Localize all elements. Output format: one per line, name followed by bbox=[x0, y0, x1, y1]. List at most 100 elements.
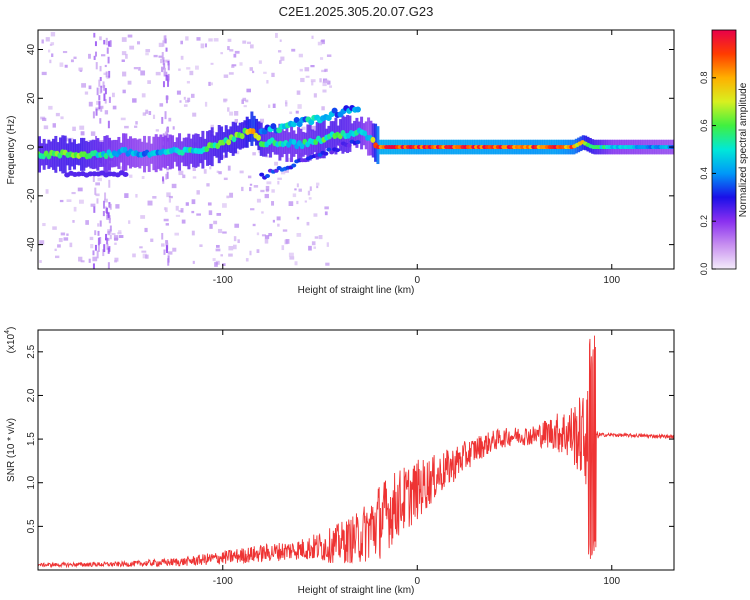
spectrogram-noise-cell bbox=[78, 256, 83, 262]
spectrogram-streak-cell bbox=[109, 203, 112, 210]
spectrogram-noise-cell bbox=[268, 232, 273, 237]
spectrogram-noise-cell bbox=[152, 196, 157, 199]
spectrogram-noise-cell bbox=[271, 72, 275, 78]
spectrogram-noise-cell bbox=[284, 100, 288, 104]
spectrogram-noise-cell bbox=[180, 208, 184, 213]
spectrogram-x-ticks: -100 0 100 bbox=[213, 30, 621, 286]
y-tick-label: 40 bbox=[26, 44, 37, 56]
spectrogram-noise-cell bbox=[298, 188, 302, 192]
spectrogram-noise-cell bbox=[247, 41, 251, 45]
spectrogram-noise-cell bbox=[80, 131, 85, 136]
spectrogram-streak-cell bbox=[104, 192, 107, 200]
spectrogram-noise-cell bbox=[45, 189, 49, 194]
spectrogram-noise-cell bbox=[292, 193, 297, 198]
spectrogram-noise-cell bbox=[47, 49, 51, 53]
colorbar-tick-label: 0.0 bbox=[699, 263, 709, 276]
spectrogram-noise-cell bbox=[260, 189, 265, 193]
spectrogram-streak-cell bbox=[161, 176, 164, 182]
spectrogram-ridge-cell bbox=[362, 130, 368, 137]
spectrogram-noise-cell bbox=[168, 195, 173, 199]
spectrogram-noise-cell bbox=[125, 53, 128, 59]
spectrogram-noise-cell bbox=[66, 199, 72, 203]
spectrogram-noise-cell bbox=[145, 109, 149, 114]
spectrogram-noise-cell bbox=[165, 207, 168, 213]
spectrogram-noise-cell bbox=[72, 126, 76, 131]
spectrogram-noise-cell bbox=[207, 202, 212, 206]
spectrogram-noise-cell bbox=[118, 230, 122, 234]
spectrogram-streak-cell bbox=[162, 59, 165, 66]
spectrogram-noise-cell bbox=[49, 59, 52, 64]
spectrogram-streak-cell bbox=[94, 187, 97, 195]
spectrogram-noise-cell bbox=[88, 85, 92, 90]
spectrogram-noise-cell bbox=[155, 71, 161, 76]
spectrogram-noise-cell bbox=[128, 220, 131, 224]
spectrogram-noise-cell bbox=[301, 126, 306, 130]
spectrogram-noise-cell bbox=[187, 97, 191, 102]
spectrogram-streak-cell bbox=[107, 262, 110, 269]
spectrogram-noise-cell bbox=[50, 32, 56, 37]
spectrogram-noise-cell bbox=[114, 257, 119, 262]
spectrogram-noise-cell bbox=[103, 72, 107, 75]
spectrogram-noise-cell bbox=[141, 176, 145, 179]
spectrogram-ridge-cell bbox=[299, 143, 305, 150]
colorbar-gradient bbox=[711, 29, 737, 270]
snr-marks bbox=[38, 335, 674, 569]
spectrogram-noise-cell bbox=[95, 107, 101, 111]
spectrogram-streak-cell bbox=[99, 237, 102, 244]
spectrogram-y-ticks: -40 -20 0 20 40 bbox=[26, 44, 674, 252]
spectrogram-noise-cell bbox=[275, 32, 278, 38]
spectrogram-noise-cell bbox=[317, 41, 323, 46]
spectrogram-noise-cell bbox=[73, 206, 77, 212]
spectrogram-streak-cell bbox=[97, 237, 100, 246]
spectrogram-noise-cell bbox=[272, 219, 275, 223]
spectrogram-noise-cell bbox=[222, 263, 226, 266]
spectrogram-noise-cell bbox=[163, 218, 169, 222]
colorbar-label: Normalized spectral amplitude bbox=[738, 82, 749, 217]
spectrogram-noise-cell bbox=[309, 186, 312, 191]
spectrogram-noise-cell bbox=[147, 80, 151, 84]
spectrogram-noise-cell bbox=[249, 250, 252, 256]
spectrogram-noise-cell bbox=[145, 254, 149, 259]
spectrogram-streak-cell bbox=[165, 173, 168, 180]
spectrogram-noise-cell bbox=[145, 52, 149, 56]
y-tick-label: 0.5 bbox=[26, 519, 37, 533]
spectrogram-streak-cell bbox=[92, 174, 95, 182]
spectrogram-noise-cell bbox=[220, 254, 223, 257]
spectrogram-noise-cell bbox=[304, 200, 307, 203]
y-tick-label: 0 bbox=[26, 144, 37, 150]
spectrogram-noise-cell bbox=[184, 99, 190, 103]
spectrogram-noise-cell bbox=[165, 223, 169, 226]
spectrogram-noise-cell bbox=[247, 175, 252, 179]
spectrogram-noise-cell bbox=[180, 55, 184, 60]
spectrogram-branch-blob bbox=[331, 107, 338, 114]
spectrogram-noise-cell bbox=[324, 211, 328, 216]
spectrogram-frame bbox=[37, 29, 675, 270]
spectrogram-streak-cell bbox=[163, 67, 166, 75]
spectrogram-noise-cell bbox=[81, 83, 87, 88]
spectrogram-noise-cell bbox=[320, 40, 325, 43]
colorbar: 0.0 0.2 0.4 0.6 0.8 Normalized spectral ampl… bbox=[699, 29, 749, 276]
spectrogram-streak-cell bbox=[97, 230, 100, 236]
spectrogram-noise-cell bbox=[79, 125, 85, 130]
spectrogram-streak-cell bbox=[161, 52, 164, 60]
spectrogram-noise-cell bbox=[329, 85, 333, 88]
spectrogram-noise-cell bbox=[304, 67, 310, 72]
spectrogram-noise-cell bbox=[69, 242, 73, 248]
spectrogram-noise-cell bbox=[271, 189, 275, 193]
spectrogram-marks bbox=[38, 32, 674, 269]
spectrogram-noise-cell bbox=[132, 98, 137, 103]
spectrogram-noise-cell bbox=[249, 67, 253, 71]
spectrogram-ridge-cell bbox=[231, 136, 237, 143]
spectrogram-noise-cell bbox=[203, 169, 207, 174]
spectrogram-noise-cell bbox=[163, 207, 167, 211]
spectrogram-branch-blob bbox=[296, 121, 303, 128]
spectrogram-noise-cell bbox=[223, 74, 229, 78]
spectrogram-noise-cell bbox=[222, 203, 227, 208]
spectrogram-streak-cell bbox=[108, 179, 111, 188]
spectrogram-noise-cell bbox=[285, 102, 288, 107]
spectrogram-noise-cell bbox=[191, 199, 196, 205]
spectrogram-noise-cell bbox=[80, 260, 85, 263]
spectrogram-noise-cell bbox=[78, 67, 83, 71]
spectrogram-noise-cell bbox=[196, 190, 200, 195]
spectrogram-noise-cell bbox=[88, 258, 91, 263]
